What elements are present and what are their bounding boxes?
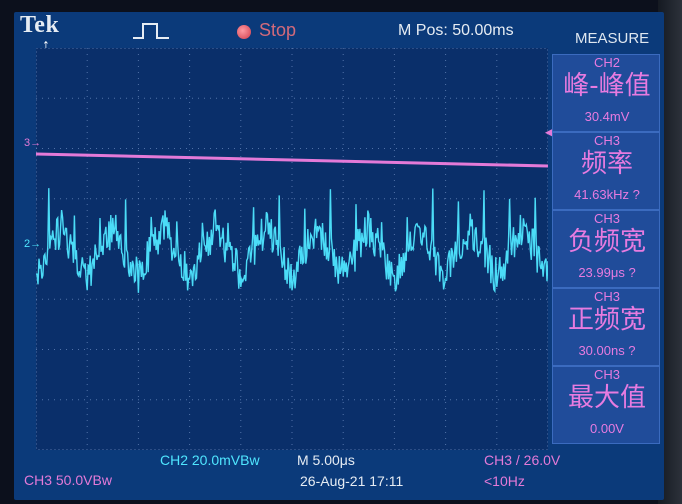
timebase-readout: M 5.00μs [297, 452, 355, 468]
measure-value: 23.99μs ? [578, 265, 636, 280]
ch3-scale-readout: CH3 50.0VBw [24, 472, 112, 488]
measure-slot-5[interactable]: CH3 最大值 0.00V [552, 366, 660, 444]
stop-indicator-icon [237, 25, 251, 39]
measure-channel: CH3 [593, 133, 620, 148]
ch3-waveform [36, 152, 548, 168]
trigger-frequency-readout: <10Hz [484, 473, 525, 489]
measure-name: 频率 [580, 149, 633, 179]
horizontal-position: M Pos: 50.00ms [398, 22, 514, 39]
measure-name: 正频宽 [567, 305, 646, 335]
measure-name: 负频宽 [567, 227, 646, 257]
measure-slot-2[interactable]: CH3 频率 41.63kHz ? [552, 132, 660, 210]
datetime-readout: 26-Aug-21 17:11 [300, 473, 404, 489]
brand-logo: Tek [20, 12, 60, 38]
measure-value: 41.63kHz ? [574, 187, 640, 202]
ch2-waveform [36, 188, 548, 294]
ch2-scale-readout: CH2 20.0mVBw [160, 452, 260, 468]
trigger-position-icon: ↑ [42, 37, 50, 54]
measure-name: 峰-峰值 [563, 71, 651, 101]
waveform-display [36, 48, 548, 450]
measure-slot-4[interactable]: CH3 正频宽 30.00ns ? [552, 288, 660, 366]
ch2-ground-marker: 2→ [24, 238, 42, 250]
measure-slot-1[interactable]: CH2 峰-峰值 30.4mV [552, 54, 660, 132]
menu-title[interactable]: MEASURE [575, 30, 650, 47]
measure-value: 30.00ns ? [578, 343, 636, 358]
measure-channel: CH3 [593, 211, 620, 226]
ch2-ground-label: 2 [24, 238, 31, 250]
measure-value: 0.00V [590, 421, 624, 436]
oscilloscope-screen: Tek ↑ Stop M Pos: 50.00ms MEASURE 3→ 2→ … [14, 12, 664, 500]
graticule [36, 48, 548, 450]
measure-value: 30.4mV [584, 109, 630, 124]
measure-channel: CH2 [593, 55, 620, 70]
ch3-ground-marker: 3→ [24, 137, 42, 149]
measure-channel: CH3 [593, 367, 620, 382]
measure-channel: CH3 [593, 289, 620, 304]
trigger-readout: CH3 / 26.0V [484, 452, 561, 468]
run-state: Stop [259, 20, 297, 40]
measure-sidebar: CH2 峰-峰值 30.4mV CH3 频率 41.63kHz ? CH3 负频… [552, 54, 660, 456]
status-bar-top: Tek ↑ Stop M Pos: 50.00ms MEASURE [14, 12, 664, 54]
pulse-waveform-icon [133, 23, 169, 39]
measure-name: 最大值 [567, 383, 646, 413]
ch3-ground-label: 3 [24, 137, 31, 149]
measure-slot-3[interactable]: CH3 负频宽 23.99μs ? [552, 210, 660, 288]
